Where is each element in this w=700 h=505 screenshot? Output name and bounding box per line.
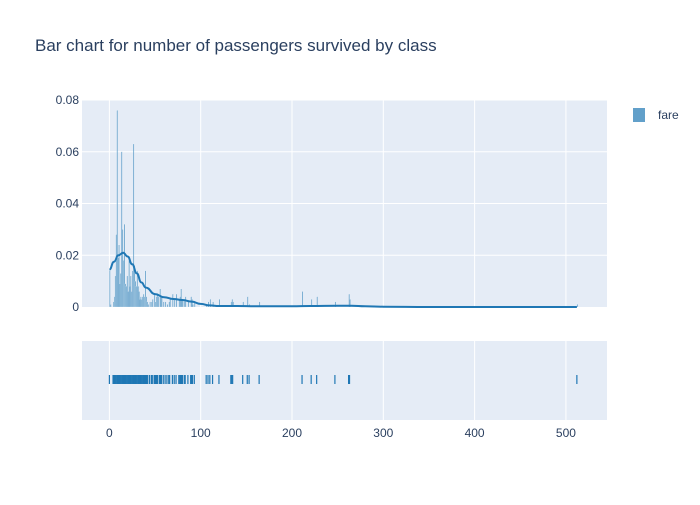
y-tick-labels: 0 0.02 0.04 0.06 0.08 <box>56 93 80 314</box>
histogram-bar[interactable] <box>133 143 135 308</box>
histogram-bar[interactable] <box>152 299 154 308</box>
histogram-bar[interactable] <box>311 299 313 308</box>
histogram-bar[interactable] <box>123 224 126 308</box>
y-tick-label: 0.08 <box>56 93 80 107</box>
legend-label-fare[interactable]: fare <box>658 108 679 122</box>
x-gridlines <box>108 100 567 307</box>
histogram-bar[interactable] <box>118 244 120 308</box>
histogram-bar[interactable] <box>334 301 337 308</box>
y-tick-label: 0 <box>72 300 79 314</box>
histogram-bar[interactable] <box>301 291 304 308</box>
histogram-bar[interactable] <box>116 110 118 308</box>
histogram-bar[interactable] <box>180 288 182 308</box>
x-tick-label: 400 <box>465 426 485 440</box>
x-tick-label: 100 <box>191 426 211 440</box>
histogram-bar[interactable] <box>169 299 171 308</box>
histogram-bar[interactable] <box>172 293 174 308</box>
histogram-bar[interactable] <box>164 301 167 308</box>
histogram-bar[interactable] <box>110 304 112 308</box>
y-tick-label: 0.06 <box>56 145 80 159</box>
histogram-bar[interactable] <box>212 301 214 308</box>
histogram-bar[interactable] <box>175 293 178 308</box>
x-tick-label: 0 <box>106 426 113 440</box>
histogram-bar[interactable] <box>316 296 318 308</box>
histogram-bar[interactable] <box>191 299 193 308</box>
x-tick-label: 200 <box>282 426 302 440</box>
histogram-bar[interactable] <box>349 299 351 308</box>
x-tick-labels: 0 100 200 300 400 500 <box>106 426 576 440</box>
y-tick-label: 0.04 <box>56 197 80 211</box>
histogram-bar[interactable] <box>166 304 169 308</box>
histogram-bar[interactable] <box>147 304 149 308</box>
legend-swatch-fare[interactable] <box>633 108 645 122</box>
y-tick-label: 0.02 <box>56 248 80 262</box>
histogram-bar[interactable] <box>144 270 147 308</box>
rug-ticks[interactable] <box>108 375 578 384</box>
histogram-bar[interactable] <box>163 301 165 308</box>
histogram-bar[interactable] <box>192 304 194 308</box>
main-gridlines <box>82 99 607 256</box>
histogram-bar[interactable] <box>109 270 111 308</box>
histogram-bar[interactable] <box>185 296 187 308</box>
histogram-bar[interactable] <box>174 299 176 308</box>
x-tick-label: 500 <box>556 426 576 440</box>
chart-title: Bar chart for number of passengers survi… <box>35 36 437 55</box>
legend[interactable]: fare <box>633 108 679 122</box>
histogram-bar[interactable] <box>149 301 151 308</box>
histogram-bar[interactable] <box>576 304 578 308</box>
histogram-bar[interactable] <box>209 299 211 308</box>
histogram-bar[interactable] <box>157 296 159 308</box>
histogram-bars[interactable] <box>109 110 578 308</box>
histogram-bar[interactable] <box>187 301 190 308</box>
density-curve[interactable] <box>109 251 577 309</box>
histogram-bar[interactable] <box>161 296 163 308</box>
x-tick-label: 300 <box>373 426 393 440</box>
